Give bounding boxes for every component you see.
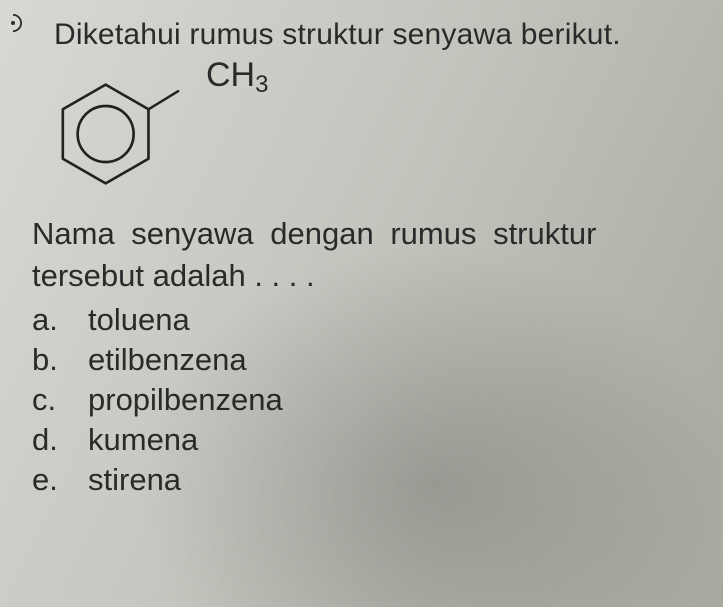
question-bullet [4, 14, 22, 32]
option-text: propilbenzena [88, 382, 711, 418]
prompt-line-1: Nama senyawa dengan rumus struktur [32, 216, 711, 252]
option-c: c. propilbenzena [32, 382, 711, 418]
chemical-structure: CH3 [48, 56, 308, 206]
option-letter: e. [32, 462, 88, 498]
option-e: e. stirena [32, 462, 711, 498]
option-a: a. toluena [32, 302, 711, 338]
option-text: kumena [88, 422, 711, 458]
option-text: stirena [88, 462, 711, 498]
question-body: Nama senyawa dengan rumus struktur terse… [28, 216, 711, 498]
benzene-ring-icon [48, 64, 188, 204]
option-text: toluena [88, 302, 711, 338]
options-list: a. toluena b. etilbenzena c. propilbenze… [32, 302, 711, 498]
option-letter: a. [32, 302, 88, 338]
substituent-label: CH3 [206, 56, 268, 95]
option-d: d. kumena [32, 422, 711, 458]
substituent-subscript: 3 [255, 71, 268, 98]
option-letter: d. [32, 422, 88, 458]
option-text: etilbenzena [88, 342, 711, 378]
prompt-line-2: tersebut adalah . . . . [32, 258, 711, 294]
option-letter: c. [32, 382, 88, 418]
question-intro: Diketahui rumus struktur senyawa berikut… [54, 18, 711, 52]
option-letter: b. [32, 342, 88, 378]
substituent-text: CH [206, 56, 255, 94]
option-b: b. etilbenzena [32, 342, 711, 378]
